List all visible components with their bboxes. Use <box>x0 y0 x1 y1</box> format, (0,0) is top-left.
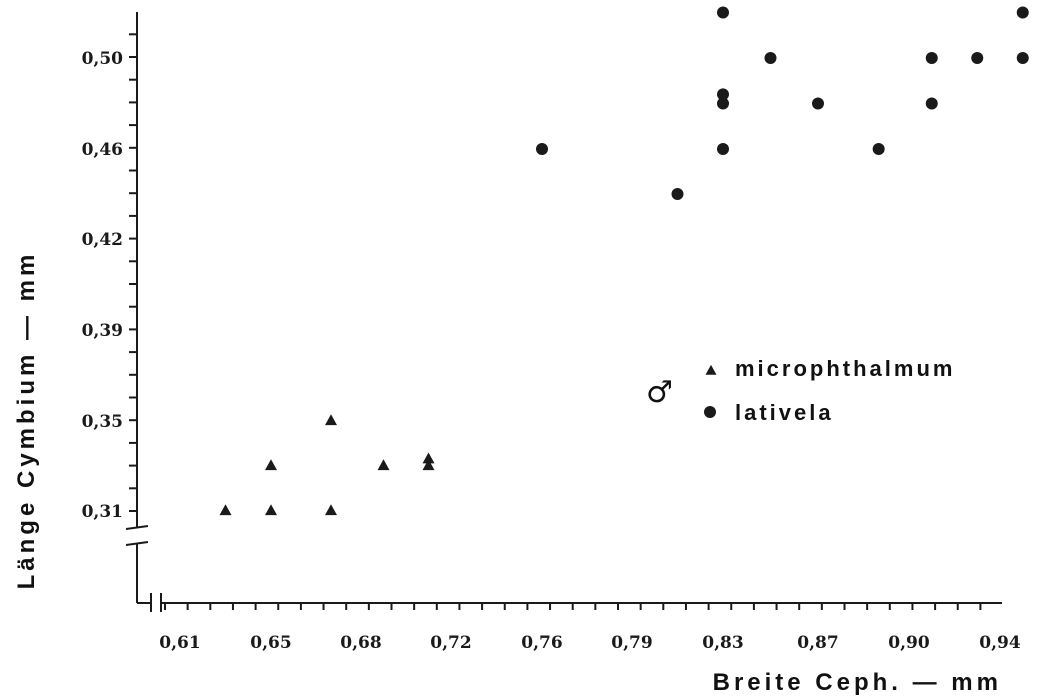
circle-point <box>925 52 938 64</box>
legend-label: lativela <box>735 400 834 425</box>
x-tick-label: 0,65 <box>250 633 291 653</box>
circle-point <box>717 97 729 110</box>
y-axis-break-mark <box>125 525 149 530</box>
circle-point <box>717 143 729 155</box>
legend-label: microphthalmum <box>735 356 955 381</box>
x-tick-label: 0,68 <box>340 633 381 653</box>
male-symbol: ♂ <box>646 375 673 410</box>
x-tick-label: 0,83 <box>702 633 743 653</box>
legend-circle-marker <box>704 406 716 418</box>
triangle-point <box>265 459 277 471</box>
x-tick-label: 0,87 <box>797 633 838 653</box>
y-tick-label: 0,35 <box>82 412 123 432</box>
y-tick-label: 0,31 <box>82 502 123 522</box>
triangle-point <box>219 504 232 516</box>
circle-point <box>671 188 684 200</box>
triangle-point <box>265 504 277 516</box>
x-tick-label: 0,61 <box>159 633 200 653</box>
triangle-point <box>377 459 390 471</box>
x-tick-label: 0,72 <box>430 633 471 653</box>
circle-point <box>717 88 729 101</box>
y-axis-ticks: 0,31 0,35 0,39 0,42 0,46 0,50 <box>82 33 137 522</box>
x-tick-label: 0,90 <box>888 633 930 653</box>
circle-point <box>971 52 984 64</box>
circle-point <box>925 97 938 110</box>
triangle-point <box>325 414 337 426</box>
triangle-point <box>705 364 717 375</box>
x-tick-label: 0,94 <box>979 633 1021 653</box>
y-axis-title: Länge Cymbium — mm <box>13 251 40 590</box>
circle-point <box>764 52 777 64</box>
triangle-point <box>422 459 435 471</box>
x-axis-ticks: 0,61 0,65 0,68 0,72 0,76 0,79 0,83 0,87 0,90 0,94 <box>159 603 1021 653</box>
triangle-point <box>325 504 337 516</box>
y-tick-label: 0,46 <box>82 140 123 160</box>
y-tick-label: 0,50 <box>82 49 124 69</box>
y-tick-label: 0,39 <box>82 321 123 341</box>
data-points <box>219 6 1029 516</box>
x-tick-label: 0,79 <box>611 633 652 653</box>
x-tick-label: 0,76 <box>521 633 562 653</box>
circle-point <box>717 6 729 19</box>
axes <box>125 12 1002 612</box>
x-axis-title: Breite Ceph. — mm <box>713 669 1002 696</box>
legend: ♂ microphthalmum lativela <box>646 356 955 425</box>
circle-point <box>1016 6 1029 19</box>
y-tick-label: 0,42 <box>82 230 123 250</box>
circle-point <box>1016 52 1029 64</box>
circle-point <box>536 143 548 155</box>
y-axis-break-mark <box>125 541 149 546</box>
circle-point <box>872 143 885 155</box>
circle-point <box>812 97 824 110</box>
triangle-point <box>422 452 435 464</box>
